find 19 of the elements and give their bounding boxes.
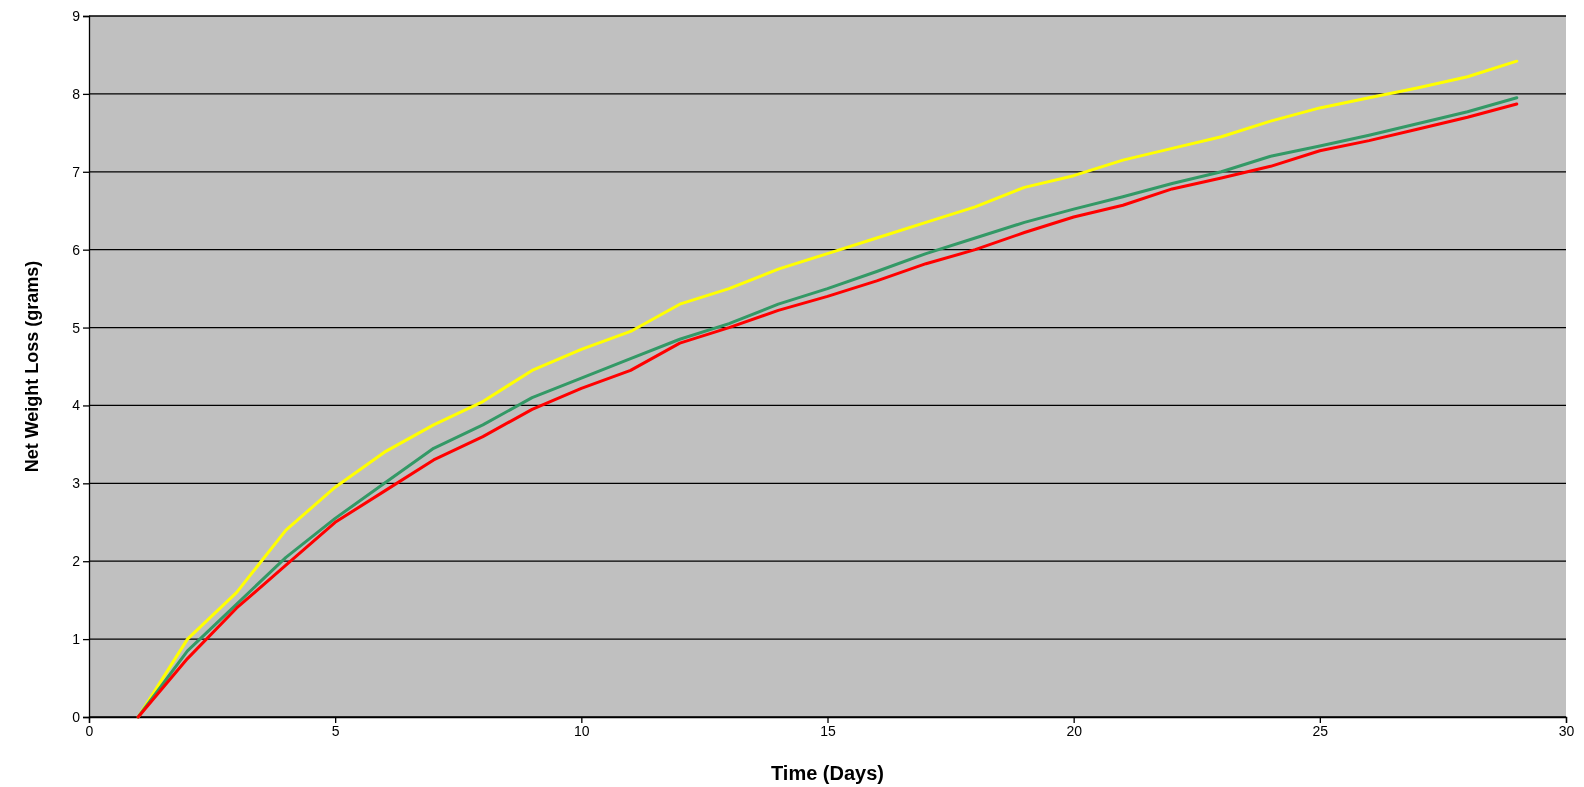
y-tick-label: 7 xyxy=(72,163,81,180)
y-tick-label: 3 xyxy=(72,475,81,492)
y-tick-label: 5 xyxy=(72,319,81,336)
y-tick-label: 8 xyxy=(72,85,81,102)
x-tick-label: 25 xyxy=(1312,722,1329,739)
y-tick-label: 4 xyxy=(72,397,81,414)
y-tick-label: 6 xyxy=(72,241,81,258)
y-tick-label: 9 xyxy=(72,7,81,24)
x-tick-label: 0 xyxy=(85,722,94,739)
x-tick-label: 15 xyxy=(820,722,836,739)
x-tick-label: 20 xyxy=(1066,722,1083,739)
y-tick-label: 0 xyxy=(72,708,81,725)
x-axis-title: Time (Days) xyxy=(770,762,885,784)
y-axis-title: Net Weight Loss (grams) xyxy=(22,260,42,473)
x-tick-label: 5 xyxy=(331,722,340,739)
y-tick-label: 1 xyxy=(72,631,81,648)
x-tick-label: 30 xyxy=(1558,722,1575,739)
y-tick-label: 2 xyxy=(72,553,81,570)
x-tick-label: 10 xyxy=(574,722,590,739)
